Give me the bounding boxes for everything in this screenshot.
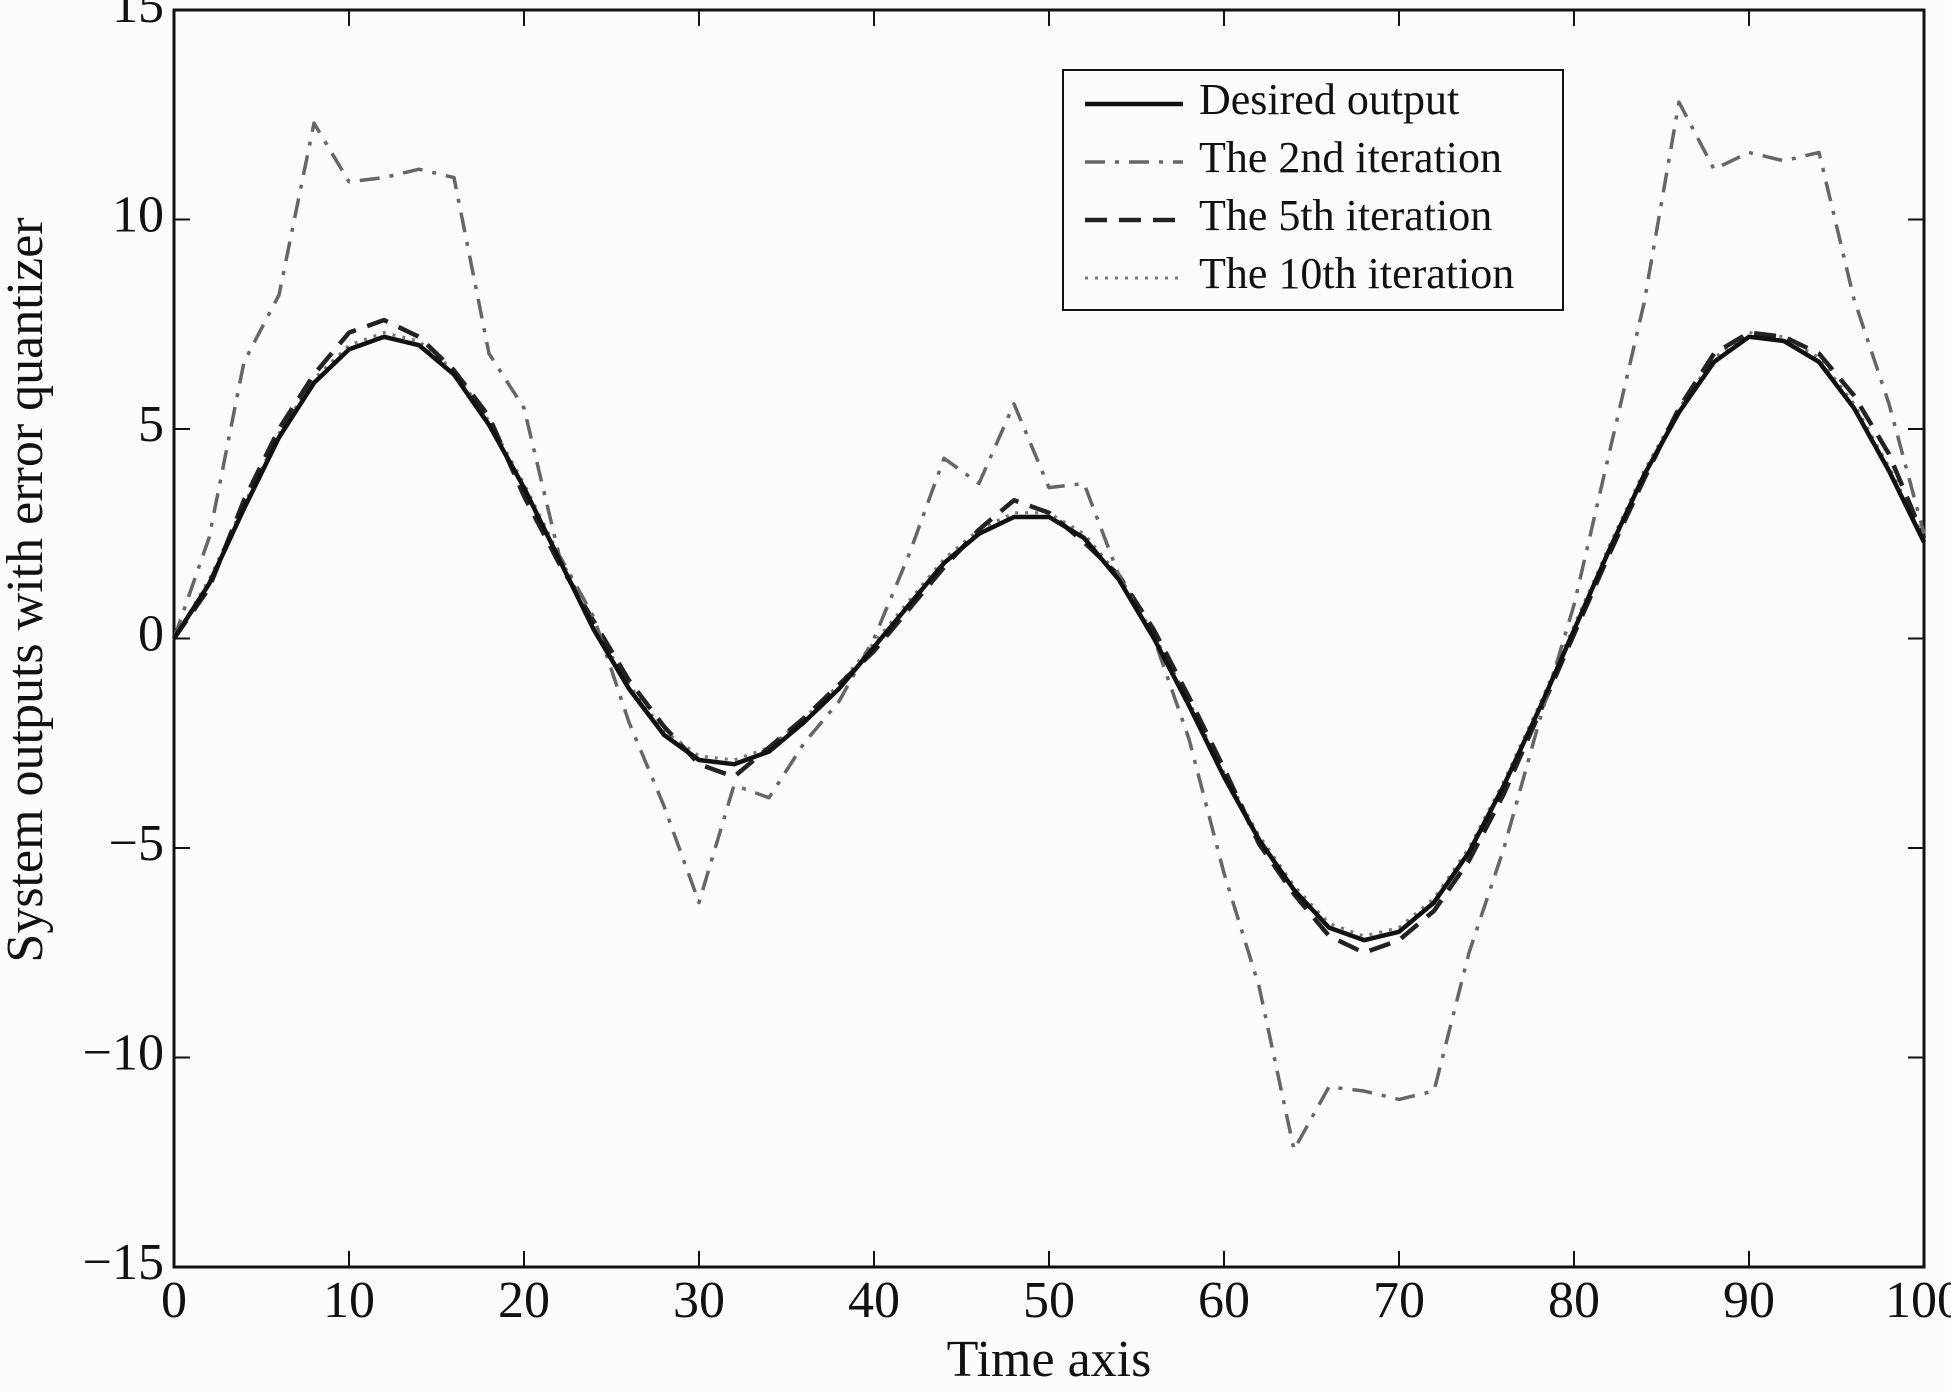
legend: Desired output The 2nd iteration The 5th i… [1062, 69, 1564, 311]
series-line [172, 100, 1926, 1152]
x-tick-label: 80 [1548, 1272, 1600, 1329]
plot-frame [172, 8, 1926, 1269]
y-tick-label: 15 [112, 0, 164, 34]
x-tick-label: 30 [673, 1272, 725, 1329]
x-tick-label: 40 [848, 1272, 900, 1329]
y-tick-label: −10 [83, 1024, 164, 1081]
x-tick-label: 20 [498, 1272, 550, 1329]
legend-label: Desired output [1199, 75, 1459, 124]
x-tick-label: 70 [1373, 1272, 1425, 1329]
x-tick-label: 90 [1723, 1272, 1775, 1329]
legend-label: The 10th iteration [1199, 249, 1514, 298]
legend-label: The 5th iteration [1199, 191, 1492, 240]
y-axis-label: System outputs with error quantizer [0, 217, 54, 962]
x-tick-label: 60 [1198, 1272, 1250, 1329]
legend-box [1062, 69, 1564, 311]
series-line [172, 317, 1927, 955]
x-tick-label: 100 [1885, 1272, 1951, 1329]
y-tick-label: 0 [138, 605, 164, 662]
legend-label: The 2nd iteration [1199, 133, 1502, 182]
series-line [172, 331, 1926, 938]
x-axis-label: Time axis [947, 1331, 1152, 1388]
y-tick-label: 5 [138, 396, 164, 453]
x-tick-label: 50 [1023, 1272, 1075, 1329]
x-tick-label: 10 [323, 1272, 375, 1329]
y-tick-label: −15 [83, 1234, 164, 1291]
x-tick-label: 0 [161, 1272, 187, 1329]
y-tick-label: 10 [112, 186, 164, 243]
y-tick-label: −5 [109, 815, 164, 872]
series-line [172, 334, 1927, 943]
